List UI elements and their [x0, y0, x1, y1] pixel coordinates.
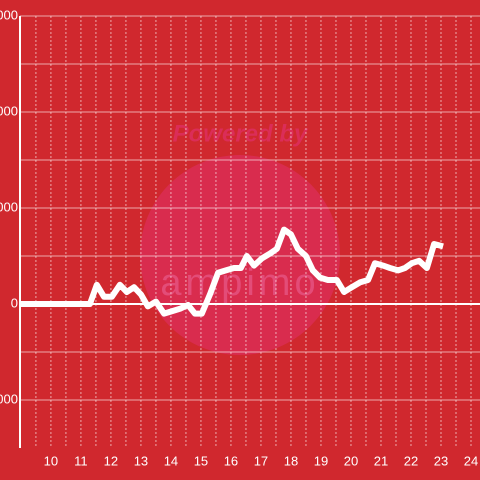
- x-tick-label: 22: [404, 453, 418, 468]
- x-tick-label: 10: [44, 453, 58, 468]
- x-tick-label: 18: [284, 453, 298, 468]
- x-tick-label: 19: [314, 453, 328, 468]
- data-line: [20, 226, 444, 317]
- x-tick-label: 15: [194, 453, 208, 468]
- watermark-text: Powered by: [173, 120, 309, 147]
- x-tick-label: 11: [74, 453, 88, 468]
- y-tick-label: 6,000: [0, 7, 18, 22]
- y-tick-label: -2,000: [0, 391, 18, 406]
- x-tick-label: 14: [164, 453, 178, 468]
- grid: -2,000 0 2,000 4,000 6,000 10 11 12 13 14 15 16 17 18…: [0, 7, 480, 468]
- y-tick-label: 0: [11, 295, 18, 310]
- x-tick-label: 21: [374, 453, 388, 468]
- plot: [20, 226, 444, 317]
- x-tick-label: 13: [134, 453, 148, 468]
- x-tick-label: 16: [224, 453, 238, 468]
- y-tick-label: 4,000: [0, 103, 18, 118]
- x-tick-label: 23: [434, 453, 448, 468]
- x-tick-label: 24: [464, 453, 478, 468]
- x-tick-label: 17: [254, 453, 268, 468]
- x-tick-label: 12: [104, 453, 118, 468]
- x-tick-label: 20: [344, 453, 358, 468]
- watermark-circle: [140, 155, 340, 355]
- y-tick-label: 2,000: [0, 199, 18, 214]
